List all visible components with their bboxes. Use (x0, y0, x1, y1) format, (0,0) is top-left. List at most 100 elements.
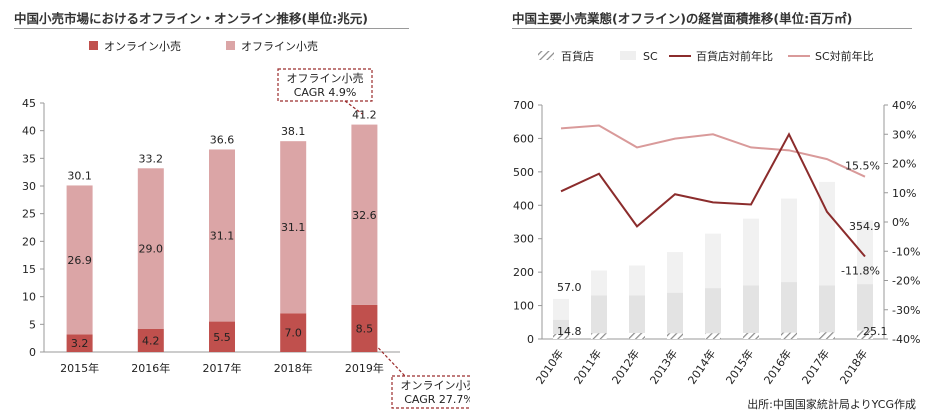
label-total: 33.2 (139, 152, 164, 165)
bar-dept (591, 333, 607, 339)
bar-dept (553, 334, 569, 339)
label-last-dept-yoy: -11.8% (841, 265, 880, 278)
label-online: 7.0 (284, 327, 302, 340)
right-combo-chart: 百貨店 SC 百貨店対前年比 SC対前年比 0 100 200 300 400 500 600 700… (513, 49, 920, 387)
x-tick-label: 2012年 (609, 347, 643, 387)
bar-dept (819, 332, 835, 339)
bar-offline (66, 185, 93, 335)
y-tick-label: 20 (22, 235, 36, 248)
callout-offline-line2: CAGR 4.9% (294, 86, 357, 99)
x-tick-label: 2011年 (571, 347, 605, 387)
x-tick-label: 2017年 (203, 361, 242, 375)
x-tick-label: 2019年 (345, 361, 384, 375)
bar-offline (137, 168, 164, 329)
bar-offline (351, 124, 378, 305)
y-right-tick-label: 0% (892, 216, 909, 229)
bar-sc (705, 288, 721, 339)
y-tick-label: 45 (22, 97, 36, 110)
label-online: 5.5 (213, 331, 231, 344)
y-tick-label: 25 (22, 208, 36, 221)
callout-online-pointer (377, 347, 406, 377)
line-sc-yoy (560, 124, 866, 178)
bar-sc (667, 292, 683, 339)
y-right-tick-label: -20% (892, 275, 920, 288)
left-title-underline (14, 28, 409, 29)
x-tick-label: 2018年 (274, 361, 313, 375)
y-tick-label: 0 (29, 346, 36, 359)
y-right-tick-label: 10% (892, 187, 916, 200)
bar-sc (857, 284, 873, 339)
callout-offline-box (277, 68, 373, 102)
y-right-tick-label: -30% (892, 304, 920, 317)
y-left-tick-label: 400 (513, 199, 534, 212)
bar-online (209, 321, 235, 352)
bar-online (351, 304, 378, 352)
legend-label-offline: オフライン小売 (241, 40, 318, 53)
source-note: 出所:中国国家統計局よりYCG作成 (747, 398, 916, 411)
callout-offline-pointer (344, 100, 363, 115)
legend-label-sc-yoy: SC対前年比 (815, 49, 874, 63)
x-tick-label: 2017年 (799, 347, 833, 387)
bar-sc (743, 285, 759, 339)
label-last-total: 354.9 (849, 220, 881, 233)
label-last-sc-yoy: 15.5% (845, 160, 880, 173)
label-offline: 29.0 (139, 243, 164, 256)
x-tick-label: 2014年 (685, 347, 719, 387)
bar-offline (280, 141, 307, 314)
y-left-tick-label: 600 (513, 132, 534, 145)
legend-swatch-online (89, 41, 98, 50)
label-offline: 26.9 (67, 254, 92, 267)
bar-dept (629, 332, 645, 339)
label-total: 38.1 (281, 125, 306, 138)
bar-dept (743, 332, 759, 339)
x-tick-label: 2016年 (761, 347, 795, 387)
bar-sc (629, 295, 645, 339)
callout-online-line1: オンライン小売 (401, 379, 471, 392)
legend-label-sc: SC (643, 50, 658, 63)
y-right-tick-label: -10% (892, 245, 920, 258)
y-tick-label: 40 (22, 125, 36, 138)
bar-sc (781, 282, 797, 339)
y-left-tick-label: 300 (513, 233, 534, 246)
callout-online-line2: CAGR 27.7% (404, 393, 470, 406)
line-dept-yoy (560, 132, 866, 258)
legend-swatch-offline (226, 41, 235, 50)
label-first-total: 57.0 (557, 281, 582, 294)
label-first-dept: 14.8 (557, 325, 582, 338)
x-tick-label: 2018年 (837, 347, 871, 387)
y-tick-label: 15 (22, 263, 36, 276)
y-tick-label: 35 (22, 152, 36, 165)
bar-dept (781, 332, 797, 339)
label-last-dept: 25.1 (863, 325, 888, 338)
label-total: 30.1 (67, 169, 92, 182)
x-tick-label: 2013年 (647, 347, 681, 387)
right-chart-title: 中国主要小売業態(オフライン)の経営面積推移(単位:百万㎡) (512, 11, 853, 26)
callout-online-box (391, 375, 470, 409)
y-left-tick-label: 0 (527, 333, 534, 346)
y-left-tick-label: 700 (513, 99, 534, 112)
y-tick-label: 10 (22, 291, 36, 304)
y-right-tick-label: 20% (892, 158, 916, 171)
bar-dept (667, 333, 683, 339)
y-right-tick-label: 40% (892, 99, 916, 112)
label-offline: 31.1 (210, 230, 235, 243)
callout-offline-line1: オフライン小売 (287, 72, 364, 85)
bar-dept (857, 330, 873, 339)
y-tick-label: 30 (22, 180, 36, 193)
y-tick-label: 5 (29, 318, 36, 331)
bar-dept (705, 333, 721, 339)
legend-swatch-sc (620, 51, 636, 60)
y-right-tick-label: -40% (892, 333, 920, 346)
label-total: 41.2 (352, 109, 377, 122)
left-chart-title: 中国小売市場におけるオフライン・オンライン推移(単位:兆元) (14, 11, 368, 26)
y-left-tick-label: 500 (513, 166, 534, 179)
x-tick-label: 2010年 (533, 347, 567, 387)
label-total: 36.6 (210, 133, 235, 146)
left-bar-chart: オンライン小売 オフライン小売 0 5 10 15 20 25 30 35 40 45 3.2 26.9 3… (22, 40, 471, 409)
label-online: 8.5 (356, 322, 374, 335)
legend-swatch-dept (538, 51, 554, 60)
label-online: 3.2 (71, 337, 89, 350)
x-tick-label: 2015年 (723, 347, 757, 387)
bar-sc (819, 285, 835, 339)
